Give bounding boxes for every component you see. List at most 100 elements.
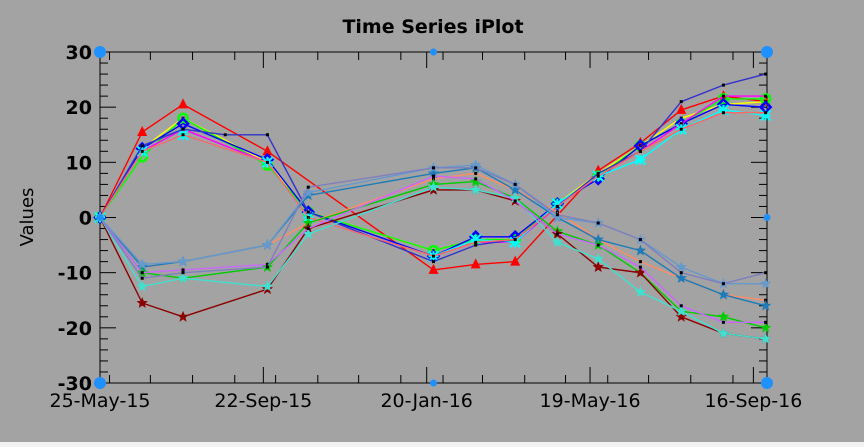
series-line [99,167,766,285]
series-point [177,310,189,322]
corner-handle [761,46,773,58]
series-point [759,109,772,122]
y-tick-label: -30 [58,373,92,395]
series-point [592,252,604,264]
series-point [181,133,185,137]
series-point [140,144,144,148]
series-point [764,320,768,324]
series-point [265,160,269,164]
series-point [721,94,725,98]
series-point [261,239,274,250]
series-point [717,327,730,339]
series-8 [98,111,768,258]
series-line [99,186,766,340]
series-point [474,243,478,247]
series-point [675,261,687,272]
series-point [470,159,482,170]
series-line [99,103,766,257]
series-point [675,272,687,283]
series-15 [98,174,768,324]
series-point [764,111,768,115]
series-point [136,258,148,270]
x-tick-label: 22-Sep-15 [214,390,312,412]
series-point [469,233,482,246]
series-point [302,186,314,198]
series-point [177,112,189,124]
series-point [679,304,683,308]
series-point [265,133,269,137]
series-point [261,280,274,292]
axes: -30 -20 -10 0 10 20 30 25-May-15 22-Sep-15 20-Jan… [49,42,802,412]
edge-handle [430,379,437,387]
series-point [428,263,439,274]
corner-handle [94,46,106,58]
x-tick-label: 19-May-16 [540,390,641,412]
series-point [675,305,687,317]
series-line [99,189,766,340]
series-line [99,111,766,257]
series-point [181,271,185,275]
series-point [302,217,314,228]
selection-handles [94,46,773,389]
series-point [181,127,185,131]
series-point [470,183,482,195]
series-point [427,167,440,179]
series-point [136,280,148,292]
series-point [510,255,521,266]
series-point [513,199,517,203]
series-point [764,271,768,275]
series-point [223,133,227,137]
y-tick-label: -10 [58,263,92,285]
series-point [432,174,435,178]
series-point [717,288,730,300]
series-point [717,310,730,322]
series-line [99,175,766,323]
series-line [99,95,766,271]
series-point [140,276,144,280]
series-point [551,198,564,210]
series-point [638,260,642,264]
series-point [509,192,521,203]
series-point [136,297,148,308]
corner-handle [94,377,106,389]
series-point [721,282,725,286]
series-point [759,299,772,311]
series-point [432,260,435,264]
series-point [596,221,600,225]
series-point [551,211,564,223]
series-point [721,111,725,115]
series-point [265,262,269,266]
series-point [509,236,521,249]
series-point [634,286,647,297]
series-point [474,166,478,170]
series-point [555,204,559,208]
series-point [140,149,144,153]
series-point [676,103,687,114]
series-point [513,182,517,186]
series-point [721,83,725,87]
series-point [764,72,768,76]
series-point [178,98,189,109]
series-point [551,236,564,248]
series-point [555,213,559,217]
series-point [679,122,683,126]
series-point [137,125,148,136]
series-point [764,94,768,98]
edge-handle [96,214,104,221]
series-point [306,227,310,231]
y-axis-label: Values [17,188,38,247]
series-point [474,177,478,181]
series-point [427,181,440,192]
series-line [99,164,766,285]
series-point [513,238,517,242]
series-point [638,265,642,269]
series-point [470,258,481,269]
series-point [474,240,478,244]
edge-handle [763,214,771,221]
series-point [596,174,600,178]
series-layer [93,72,773,344]
edge-handle [430,48,437,56]
y-tick-label: -20 [58,318,92,340]
series-point [474,171,478,175]
series-point [759,277,772,289]
